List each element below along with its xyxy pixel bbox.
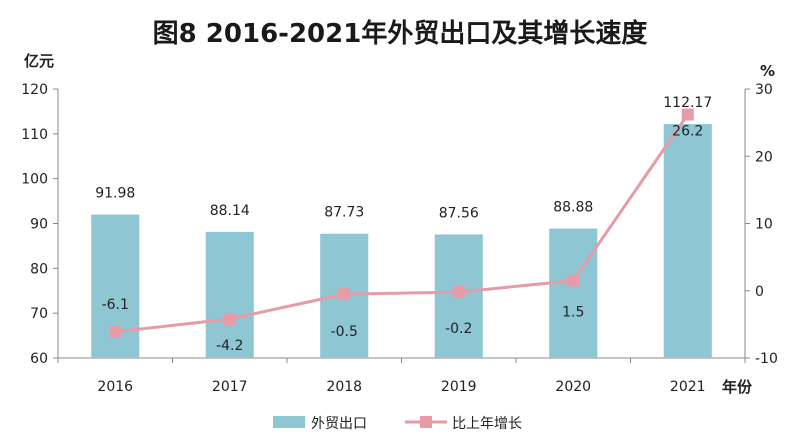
legend-label-export: 外贸出口 <box>311 416 367 432</box>
growth-marker-2018 <box>338 288 351 301</box>
y-right-tick-label: 10 <box>755 217 773 233</box>
y-left-tick-label: 100 <box>21 172 48 188</box>
y-right-unit: % <box>760 62 775 80</box>
legend-label-growth: 比上年增长 <box>452 416 522 432</box>
x-tick-label: 2021 <box>670 379 706 395</box>
x-tick-label: 2018 <box>326 379 362 395</box>
y-left-unit: 亿元 <box>24 52 54 70</box>
x-tick-label: 2019 <box>441 379 477 395</box>
y-right-tick-label: 20 <box>755 149 773 165</box>
y-left-tick-label: 90 <box>30 217 48 233</box>
y-left-tick-label: 70 <box>30 306 48 322</box>
growth-marker-2016 <box>109 325 122 338</box>
growth-value-label: -0.5 <box>331 324 358 340</box>
x-tick-label: 2016 <box>97 379 133 395</box>
y-left-tick-label: 60 <box>30 351 48 367</box>
chart-title: 图8 2016-2021年外贸出口及其增长速度 <box>153 18 648 49</box>
y-left-tick-label: 80 <box>30 261 48 277</box>
legend-marker-growth <box>420 416 432 428</box>
legend: 外贸出口 比上年增长 <box>273 416 522 432</box>
growth-value-label: 26.2 <box>672 124 703 140</box>
bar-value-label: 112.17 <box>663 95 712 111</box>
x-axis-unit: 年份 <box>722 378 753 396</box>
growth-marker-2021 <box>681 108 694 121</box>
growth-marker-2019 <box>452 286 465 299</box>
bar-value-label: 91.98 <box>95 186 135 202</box>
legend-swatch-export <box>273 416 305 428</box>
growth-value-label: -6.1 <box>102 297 129 313</box>
x-tick-label: 2017 <box>212 379 248 395</box>
growth-value-label: -0.2 <box>445 321 472 337</box>
y-right-tick-label: 0 <box>755 284 764 300</box>
plot-area: 60 70 80 90 100 110 120 -10 0 10 20 30 2016 2017 2018 2… <box>21 82 778 395</box>
growth-value-label: 1.5 <box>562 305 584 321</box>
growth-marker-2020 <box>567 274 580 287</box>
bar-value-label: 88.88 <box>553 200 593 216</box>
bar-export-2017 <box>205 231 254 358</box>
growth-value-label: -4.2 <box>216 338 243 354</box>
bar-value-label: 87.73 <box>324 205 364 221</box>
bar-value-label: 88.14 <box>210 203 250 219</box>
y-right-tick-label: -10 <box>755 351 778 367</box>
growth-marker-2017 <box>223 312 236 325</box>
y-right-tick-label: 30 <box>755 82 773 98</box>
bar-export-2021 <box>663 124 712 359</box>
bar-value-label: 87.56 <box>439 205 479 221</box>
x-tick-label: 2020 <box>555 379 591 395</box>
y-left-tick-label: 110 <box>21 127 48 143</box>
bar-export-2020 <box>549 228 598 358</box>
y-left-tick-label: 120 <box>21 82 48 98</box>
growth-rate-line <box>115 113 689 334</box>
